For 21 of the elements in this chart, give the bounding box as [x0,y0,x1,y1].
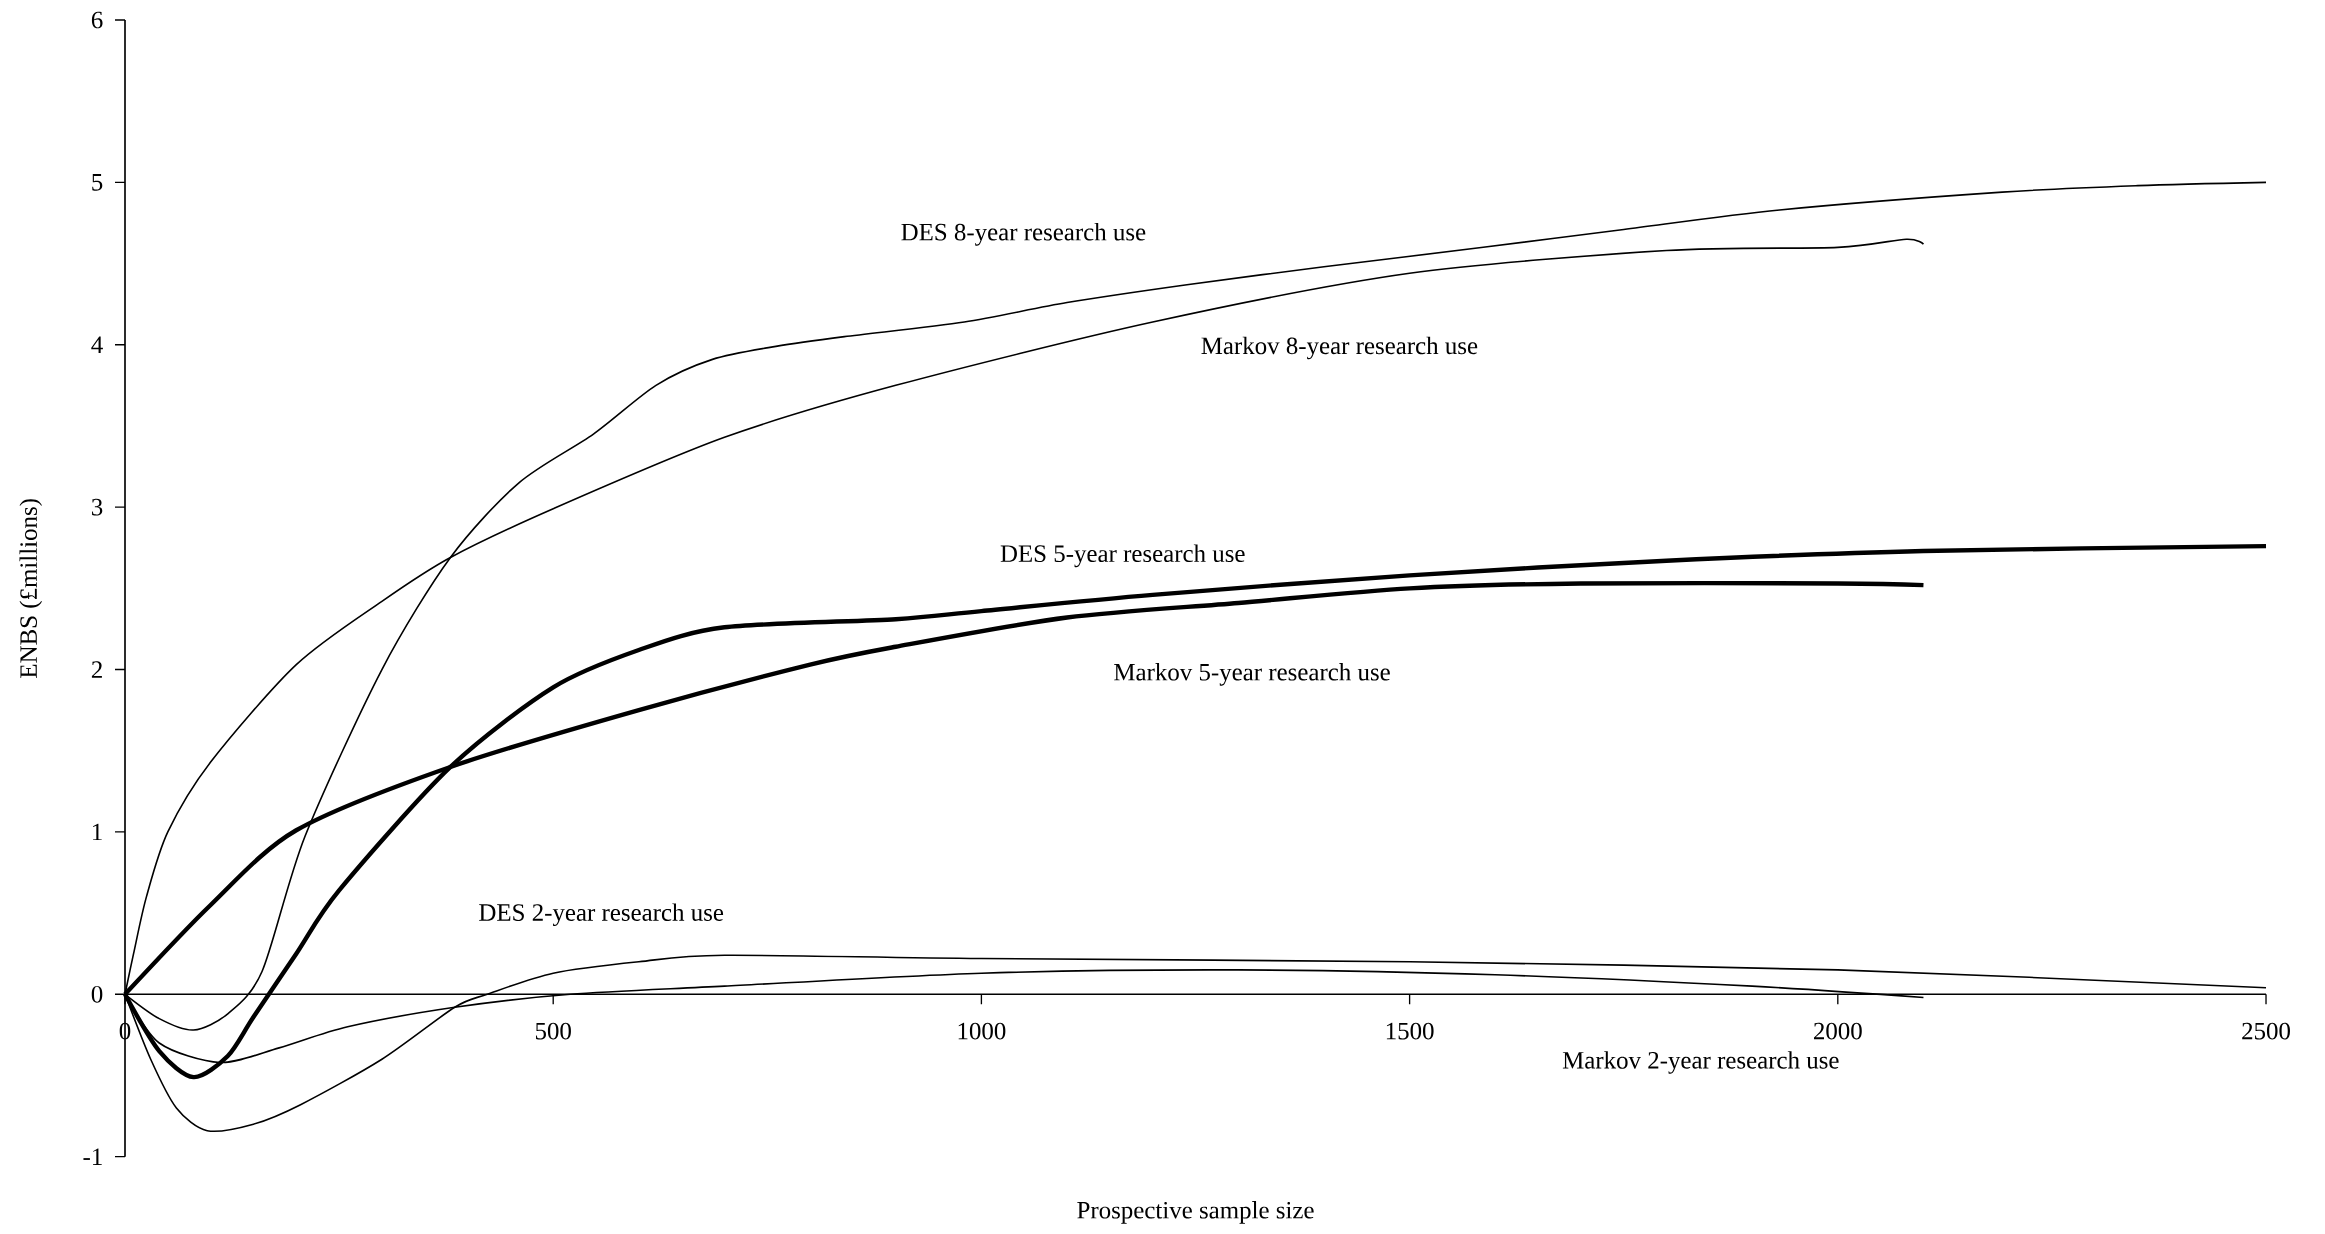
series-label: DES 2-year research use [479,903,724,927]
text: Markov 2-year research use [1562,1051,1839,1074]
x-tick-label: 1500 [1386,1022,1434,1040]
y-tick-label: 0 [91,985,103,1003]
series-label: DES 8-year research use [901,222,1146,246]
y-tick-label: 6 [91,11,103,29]
y-tick-label: 1 [93,823,102,841]
text: Markov 5-year research use [1114,663,1390,686]
x-tick-label: 2000 [1814,1022,1862,1040]
series-label: Markov 8-year research use [1201,336,1478,360]
x-tick-label: 1000 [958,1022,1006,1040]
y-tick-label: 5 [92,174,103,191]
y-tick-label: -1 [83,1148,102,1165]
x-axis-title: Prospective sample size [1077,1201,1314,1224]
y-tick-label: 4 [91,336,103,353]
series-label: DES 5-year research use [1000,544,1245,568]
y-tick-label: 3 [92,498,103,516]
x-tick-label: 500 [535,1022,571,1040]
y-tick-label: 2 [91,661,102,678]
y-axis-title: ENBS (£millions) [19,499,43,678]
x-tick-label: 2500 [2242,1022,2290,1040]
